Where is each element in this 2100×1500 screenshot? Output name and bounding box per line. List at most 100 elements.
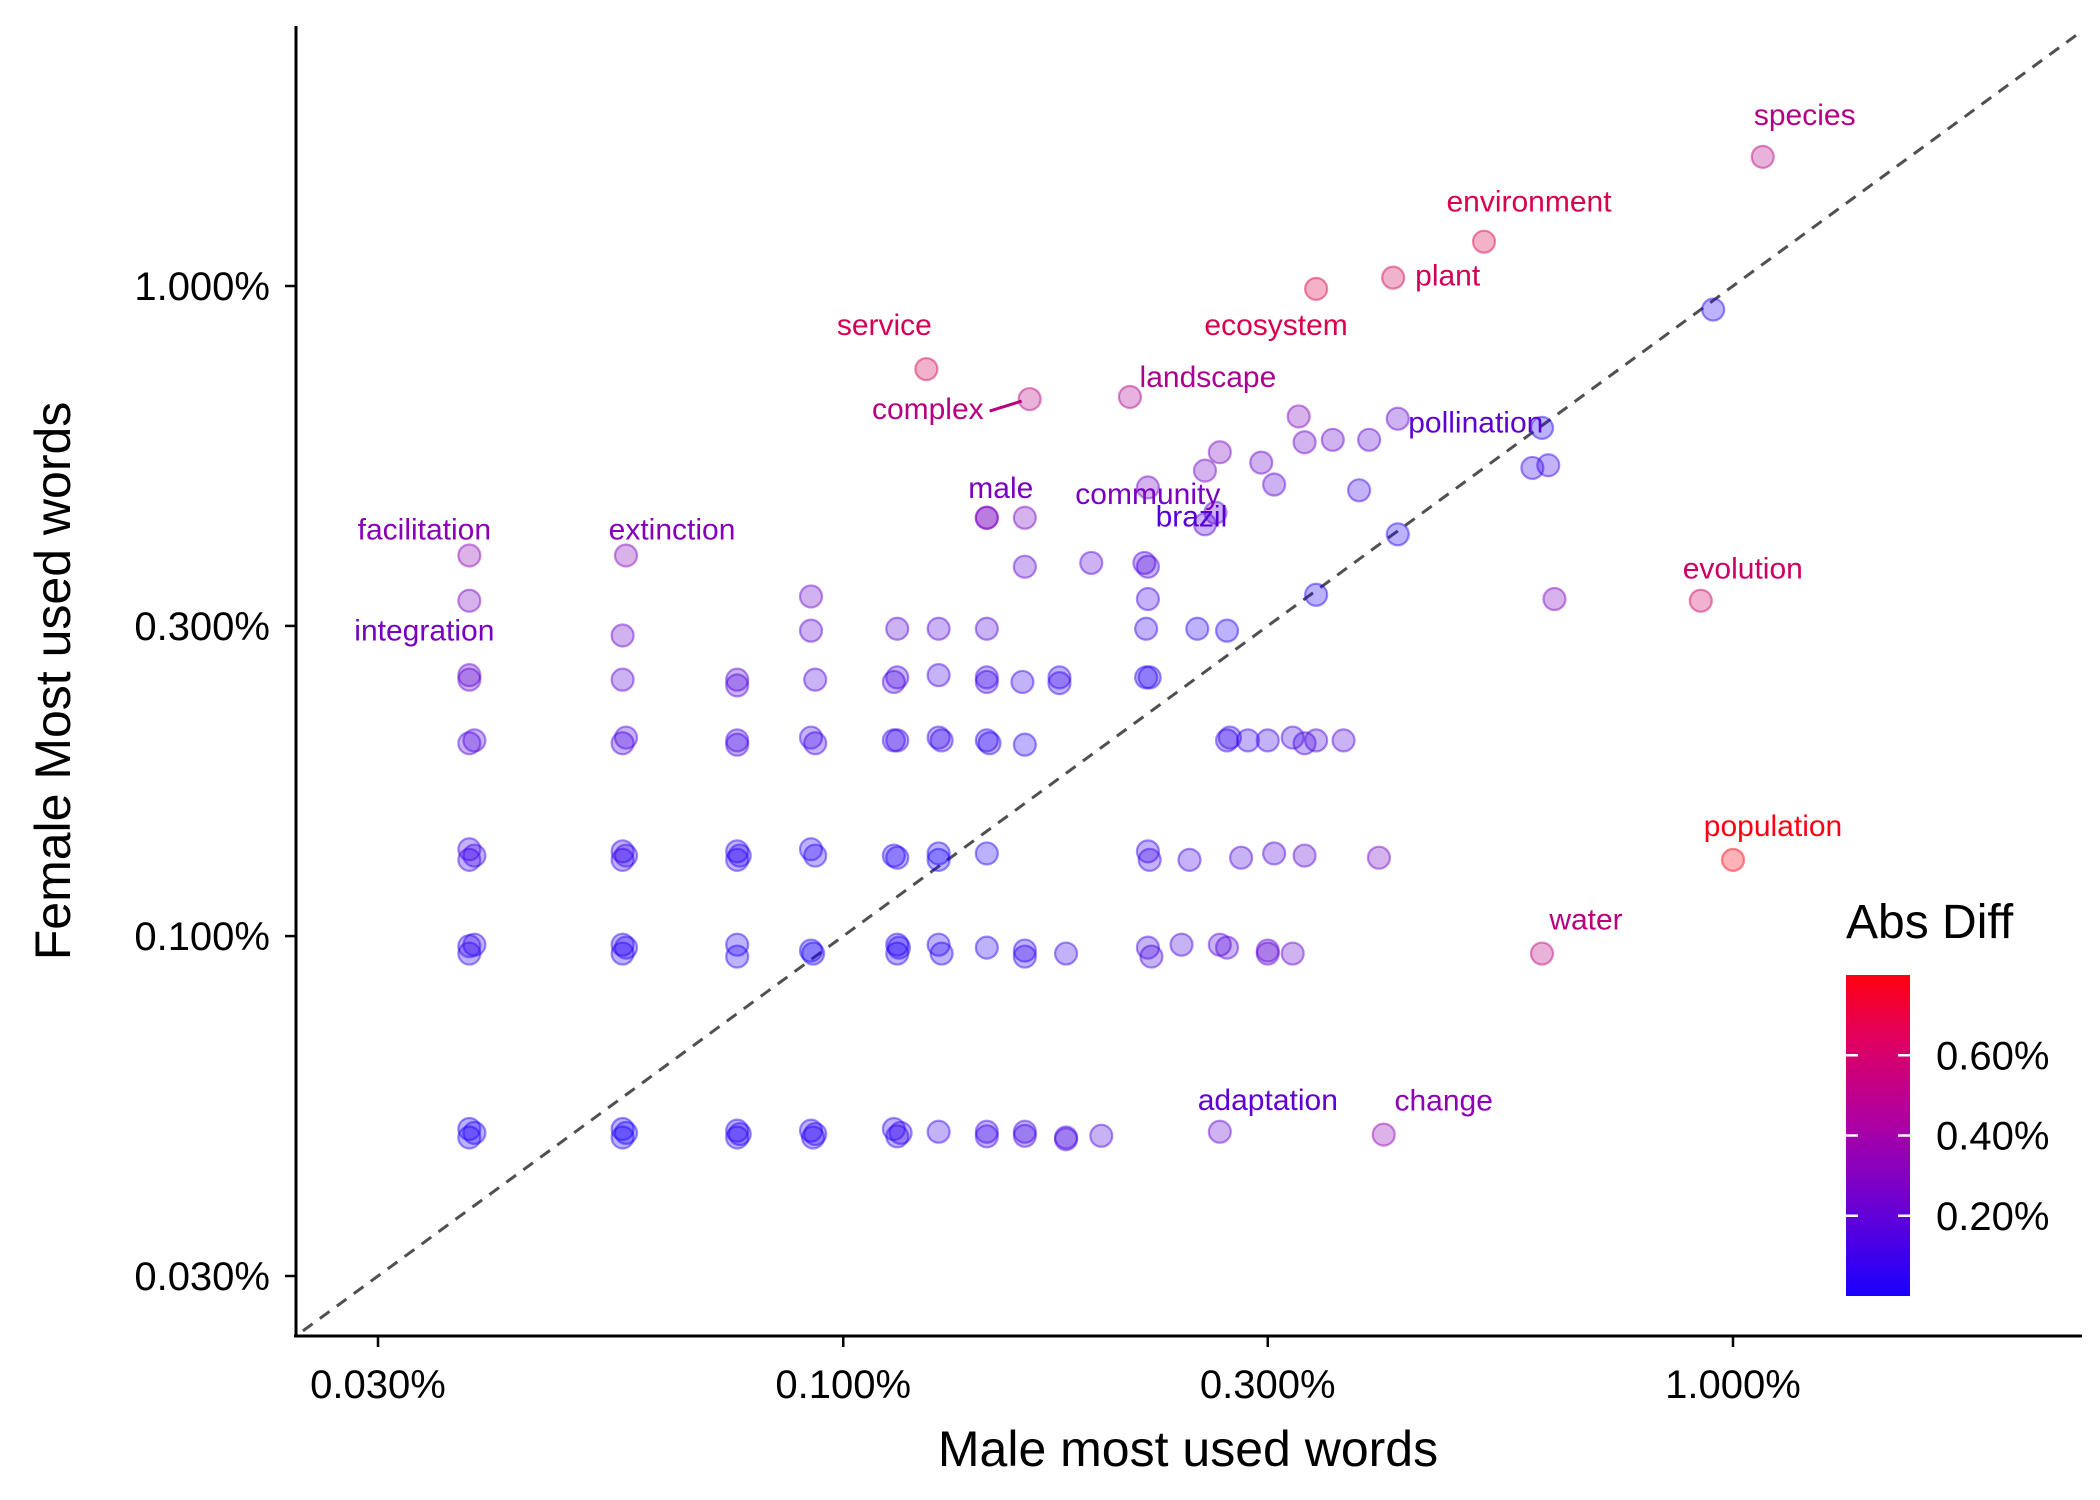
data-point [1137,847,1162,872]
data-point [1053,1125,1079,1150]
y-tick-label: 0.300% [134,605,270,649]
word-label-evolution: evolution [1683,553,1803,586]
data-point [725,667,750,692]
data-point [613,1120,639,1146]
x-axis-ticks: 0.030% 0.100% 0.300% 1.000% [310,1336,1801,1407]
x-tick-label: 0.100% [775,1363,911,1407]
data-point [725,847,750,872]
data-point [798,618,824,643]
data-point [803,731,828,756]
data-point [885,616,910,641]
data-point [457,667,482,692]
data-point [1235,728,1261,753]
data-point [462,728,487,753]
data-point [1286,404,1311,429]
data-point [801,941,826,966]
data-point [1047,665,1072,690]
data-point [725,944,750,969]
data-point [1177,847,1202,872]
data-point [613,725,639,750]
data-point [1304,728,1329,753]
data-point [885,665,910,690]
data-point [977,731,1002,756]
data-point [1012,1119,1037,1144]
data-point [457,941,482,966]
data-point [798,938,824,963]
data-point [727,1121,752,1147]
data-point-integration [457,588,482,613]
data-point [1542,586,1567,612]
data-point [881,669,906,695]
x-tick-label: 0.030% [310,1363,446,1407]
plot-area: species environment plant ecosystem service c… [301,31,2081,1333]
word-label-population: population [1704,810,1842,843]
legend-ticks: 0.20% 0.40% 0.60% [1846,1034,2049,1239]
data-point [885,932,910,957]
data-point [803,667,828,692]
legend-tick-label: 0.60% [1936,1034,2049,1078]
data-point [1229,845,1254,870]
data-point-pollination [1385,406,1410,431]
data-point [1520,455,1545,481]
data-point [885,728,910,753]
data-point [926,725,951,750]
y-tick-label: 1.000% [134,265,270,309]
data-point [1012,732,1037,757]
data-point [1357,427,1382,452]
data-point [881,1116,906,1142]
data-point [1217,725,1243,750]
data-point [1185,616,1210,641]
data-point [886,935,912,960]
y-tick-label: 0.030% [134,1255,270,1299]
data-point [1012,938,1037,963]
word-label-complex: complex [872,393,984,426]
data-point [1320,427,1345,452]
data-point [1304,582,1329,607]
data-point-environment [1471,229,1497,254]
axes: 0.030% 0.100% 0.300% 1.000% 0.030% 0.100% 0.3… [25,26,2082,1477]
data-point [613,935,639,960]
data-point [457,934,482,959]
data-point [457,837,482,862]
data-point [610,1116,635,1142]
data-point [803,1121,828,1147]
data-point [1292,843,1317,868]
data-point [1255,941,1280,966]
data-point [610,623,635,648]
data-point-change [1371,1122,1396,1147]
data-point [1134,616,1159,641]
word-label-integration: integration [354,615,494,648]
word-label-service: service [837,309,932,342]
data-point [974,669,999,695]
data-point [1280,725,1305,750]
data-point [1262,841,1287,866]
word-label-facilitation: facilitation [358,513,491,546]
word-label-brazil: brazil [1156,501,1228,534]
data-point [1529,415,1555,440]
x-tick-label: 0.300% [1200,1363,1336,1407]
data-point [1347,478,1372,503]
data-point [798,584,824,609]
reference-diagonal-line [301,31,2081,1333]
data-point [1385,522,1410,547]
data-point [929,728,954,753]
data-point [725,932,750,957]
data-point [610,667,635,692]
data-point [1139,944,1164,969]
data-point [725,673,750,698]
data-point [1255,728,1280,753]
data-point [1135,554,1161,579]
data-point [457,1125,482,1150]
data-point [725,839,750,864]
data-point [1135,475,1161,500]
y-axis-ticks: 0.030% 0.100% 0.300% 1.000% [134,265,296,1299]
data-point [885,845,910,870]
data-point [610,847,635,872]
data-point [1132,550,1157,576]
data-point [1292,731,1317,756]
x-tick-label: 1.000% [1665,1363,1801,1407]
data-point [926,847,951,872]
legend-tick-label: 0.20% [1936,1195,2049,1239]
data-point [1331,728,1356,753]
